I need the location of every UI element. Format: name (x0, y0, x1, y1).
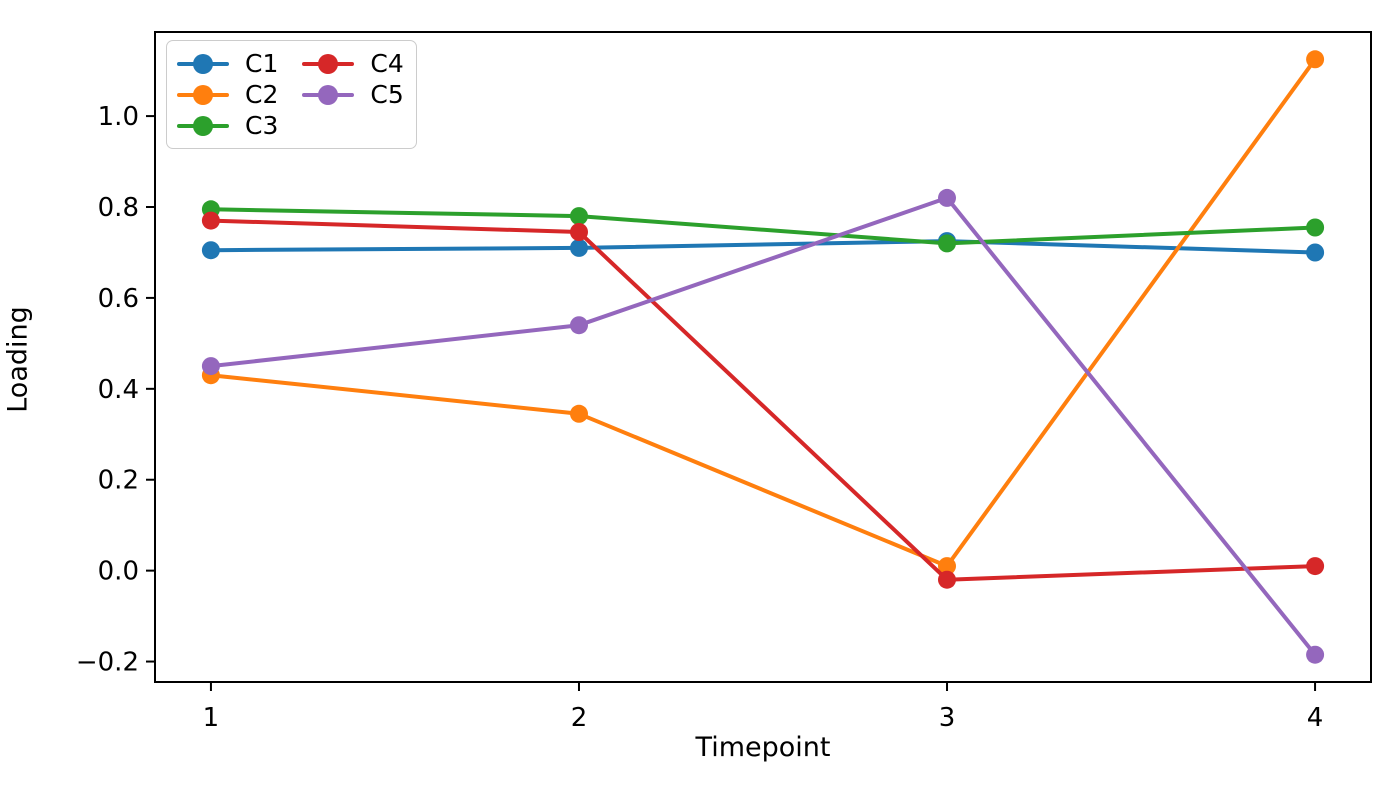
data-point-c1 (201, 241, 220, 260)
data-point-c3 (570, 207, 588, 226)
legend-marker-c3 (177, 115, 229, 136)
legend-marker-c5 (302, 84, 355, 105)
legend-label-c1: C1 (245, 49, 279, 78)
legend-label-c3: C3 (245, 111, 279, 140)
data-point-c2 (938, 557, 956, 576)
data-point-c3 (938, 234, 956, 253)
data-point-c5 (570, 316, 588, 335)
legend-entry-c3: C3 (177, 110, 278, 141)
legend-label-c5: C5 (370, 80, 404, 109)
data-point-c4 (938, 570, 956, 589)
data-point-c2 (1306, 50, 1325, 69)
series-line-c1 (208, 239, 1318, 255)
x-tick-label: 4 (1307, 703, 1324, 733)
legend-marker-c4 (302, 53, 355, 74)
legend-dot (318, 53, 339, 74)
y-tick-label: 0.6 (98, 284, 139, 314)
legend-dot (193, 115, 213, 136)
data-point-c3 (1306, 218, 1325, 237)
data-point-c1 (570, 238, 588, 257)
data-point-c4 (201, 211, 220, 230)
legend-dot (318, 84, 339, 105)
y-tick-label: −0.2 (76, 648, 139, 678)
y-tick-label: 1.0 (98, 102, 139, 132)
y-tick-label: 0.2 (98, 466, 139, 496)
legend-dot (193, 53, 213, 74)
legend-entry-c5: C5 (302, 79, 404, 110)
y-tick-label: 0.0 (98, 557, 139, 587)
data-point-c5 (1306, 645, 1325, 664)
data-point-c1 (1306, 243, 1325, 262)
legend-label-c2: C2 (245, 80, 279, 109)
data-point-c2 (570, 404, 588, 423)
data-point-c4 (1306, 557, 1325, 576)
data-point-c5 (201, 357, 220, 376)
legend-marker-c1 (177, 53, 229, 74)
legend-dot (193, 84, 213, 105)
legend-entry-c1: C1 (177, 48, 278, 79)
legend-entry-c2: C2 (177, 79, 278, 110)
x-tick-label: 2 (571, 703, 588, 733)
y-axis-label: Loading (2, 306, 34, 413)
x-tick-label: 3 (939, 703, 956, 733)
y-tick-label: 0.4 (98, 375, 139, 405)
data-point-c5 (938, 188, 956, 207)
legend-label-c4: C4 (370, 49, 404, 78)
y-tick-label: 0.8 (98, 193, 139, 223)
legend: C1 C2 C3 C4 C5 (166, 40, 417, 149)
data-point-c4 (570, 223, 588, 241)
series-line-c4 (208, 218, 1318, 582)
x-axis-label: Timepoint (695, 732, 831, 763)
legend-marker-c2 (177, 84, 229, 105)
legend-entry-c4: C4 (302, 48, 404, 79)
plot-border (154, 31, 1372, 683)
series-line-c2 (208, 57, 1318, 569)
series-line-c5 (208, 195, 1318, 657)
x-tick-label: 1 (203, 703, 220, 733)
series-line-c3 (208, 207, 1318, 246)
